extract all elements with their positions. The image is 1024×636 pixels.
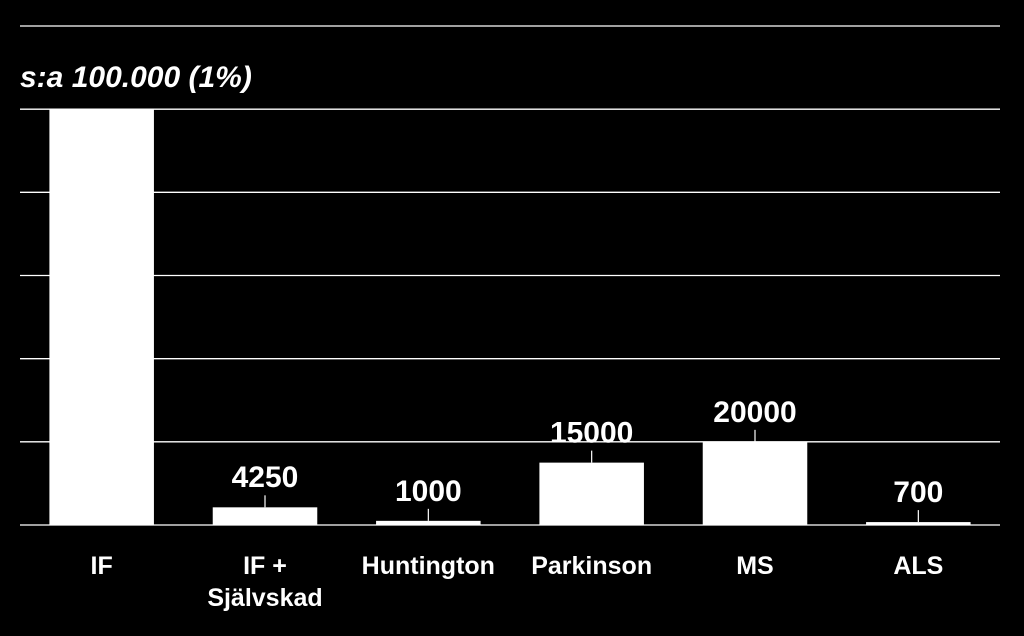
- data-label: s:a 100.000 (1%): [20, 61, 252, 94]
- bar: [539, 462, 644, 525]
- bar: [702, 441, 808, 525]
- bar: [866, 522, 971, 525]
- data-label: 15000: [550, 417, 633, 450]
- x-tick-label: ALS: [893, 552, 944, 580]
- x-tick-label: IF: [90, 552, 113, 580]
- x-tick-label: Huntington: [361, 552, 495, 580]
- data-label: 20000: [713, 396, 796, 429]
- x-tick-label: MS: [736, 552, 774, 580]
- x-tick-label: IF + Självskad: [207, 552, 323, 612]
- data-label: 4250: [232, 461, 299, 494]
- bar: [212, 507, 318, 525]
- data-label: 1000: [395, 475, 462, 508]
- data-label: 700: [893, 476, 943, 509]
- bar: [49, 109, 154, 526]
- x-tick-label: Parkinson: [531, 552, 653, 580]
- bar: [376, 520, 481, 525]
